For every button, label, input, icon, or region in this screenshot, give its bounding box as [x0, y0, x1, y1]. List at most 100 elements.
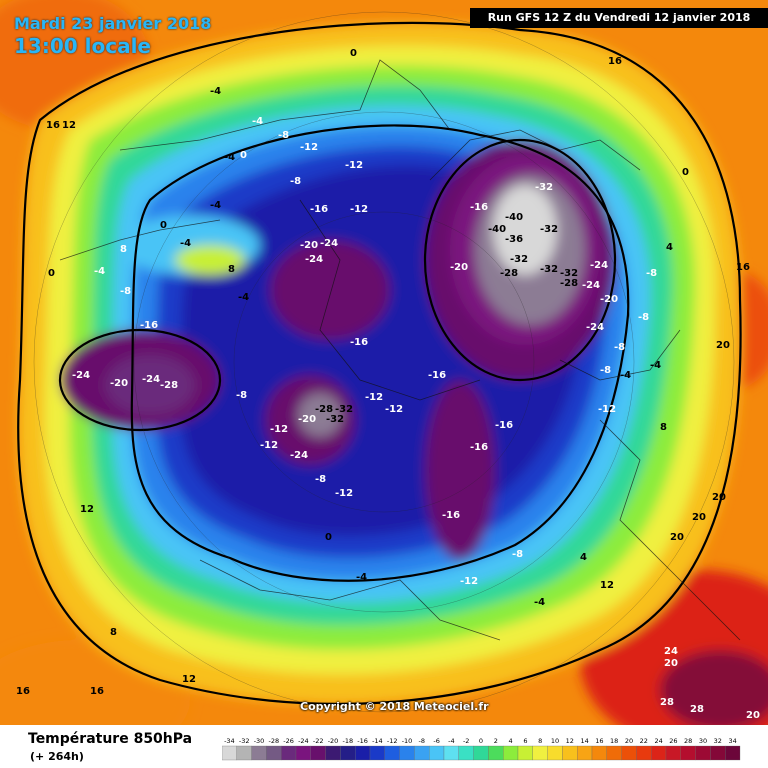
- map-label: -12: [270, 424, 288, 435]
- map-label: 16: [608, 56, 622, 67]
- legend-tick-label: -14: [372, 737, 383, 745]
- map-label: 16: [736, 262, 750, 273]
- legend-tick-label: 30: [699, 737, 707, 745]
- legend-tick-label: 8: [538, 737, 542, 745]
- map-label: -8: [236, 390, 247, 401]
- map-label: -28: [315, 404, 333, 415]
- legend-tick-label: 26: [669, 737, 677, 745]
- map-label: -32: [535, 182, 553, 193]
- map-label: 24: [664, 646, 678, 657]
- map-label: -16: [428, 370, 446, 381]
- legend-tick-label: 32: [714, 737, 722, 745]
- forecast-time: 13:00 locale: [14, 34, 151, 58]
- legend-tick-label: 14: [580, 737, 588, 745]
- legend-swatch: [222, 745, 237, 761]
- map-label: -12: [345, 160, 363, 171]
- map-label: -4: [650, 360, 661, 371]
- legend-swatch: [310, 745, 326, 761]
- map-label: 16: [46, 120, 60, 131]
- map-label: 16: [16, 686, 30, 697]
- map-label: -8: [315, 474, 326, 485]
- map-label: -20: [298, 414, 316, 425]
- legend-swatch: [695, 745, 711, 761]
- map-label: 0: [350, 48, 357, 59]
- map-label: -24: [142, 374, 160, 385]
- map-label: -8: [638, 312, 649, 323]
- map-label: -12: [385, 404, 403, 415]
- color-scale: -34 -32 -30 -28 -26 -24 -22 -20 -18 -16 -14 -12 -10-…: [222, 737, 741, 761]
- map-label: 20: [712, 492, 726, 503]
- model-run-info: Run GFS 12 Z du Vendredi 12 janvier 2018: [470, 8, 768, 28]
- temperature-map: -12 -12 -8 -8 -4 -16 -12 -20 -24 -24 -16…: [0, 0, 768, 725]
- map-label: -8: [600, 365, 611, 376]
- map-label: -4: [210, 86, 221, 97]
- legend-tick-label: 4: [509, 737, 513, 745]
- isotherm-value-labels: -12 -12 -8 -8 -4 -16 -12 -20 -24 -24 -16…: [16, 48, 760, 721]
- map-label: 0: [48, 268, 55, 279]
- legend-tick-label: 20: [625, 737, 633, 745]
- legend-tick-label: -26: [283, 737, 294, 745]
- legend-tick-label: -10: [402, 737, 413, 745]
- map-label: 0: [682, 167, 689, 178]
- map-label: -40: [505, 212, 523, 223]
- map-label: -4: [224, 152, 235, 163]
- map-label: 0: [325, 532, 332, 543]
- legend-tick-label: 10: [551, 737, 559, 745]
- map-label: -4: [252, 116, 263, 127]
- legend-swatch: [651, 745, 667, 761]
- map-label: 0: [240, 150, 247, 161]
- map-label: -4: [210, 200, 221, 211]
- map-label: -28: [560, 278, 578, 289]
- legend-swatch: [577, 745, 593, 761]
- legend-tick-label: -12: [387, 737, 398, 745]
- legend-swatch: [340, 745, 356, 761]
- map-label: -8: [290, 176, 301, 187]
- map-label: 20: [664, 658, 678, 669]
- map-label: -24: [320, 238, 338, 249]
- legend-tick-label: 34: [728, 737, 736, 745]
- legend-tick-label: -32: [239, 737, 250, 745]
- legend-swatch: [443, 745, 459, 761]
- legend-swatch: [488, 745, 504, 761]
- map-label: -4: [356, 572, 367, 583]
- legend-swatch: [636, 745, 652, 761]
- map-label: -12: [335, 488, 353, 499]
- legend-tick-label: -16: [357, 737, 368, 745]
- map-label: 0: [160, 220, 167, 231]
- map-label: 20: [746, 710, 760, 721]
- legend-swatch: [473, 745, 489, 761]
- legend-swatch: [532, 745, 548, 761]
- legend-swatch: [606, 745, 622, 761]
- legend-tick-label: 24: [654, 737, 662, 745]
- map-label: -32: [560, 268, 578, 279]
- map-label: -8: [646, 268, 657, 279]
- map-label: 4: [580, 552, 587, 563]
- map-label: -12: [260, 440, 278, 451]
- map-label: -16: [470, 202, 488, 213]
- map-label: -4: [238, 292, 249, 303]
- map-label: -12: [300, 142, 318, 153]
- map-label: -8: [120, 286, 131, 297]
- map-label: 8: [120, 244, 127, 255]
- legend-tick-label: 22: [640, 737, 648, 745]
- legend-swatch: [384, 745, 400, 761]
- legend-swatch: [725, 745, 741, 761]
- map-label: -28: [500, 268, 518, 279]
- legend-swatch: [680, 745, 696, 761]
- legend-swatch: [665, 745, 681, 761]
- map-label: 12: [80, 504, 94, 515]
- map-label: -12: [365, 392, 383, 403]
- map-label: -24: [72, 370, 90, 381]
- map-label: -32: [335, 404, 353, 415]
- legend-swatch: [325, 745, 341, 761]
- legend-title: Température 850hPa: [28, 731, 193, 747]
- legend-swatch: [562, 745, 578, 761]
- map-label: -12: [350, 204, 368, 215]
- map-label: 28: [690, 704, 704, 715]
- map-label: 28: [660, 697, 674, 708]
- map-label: 12: [600, 580, 614, 591]
- map-label: 12: [182, 674, 196, 685]
- map-label: -16: [442, 510, 460, 521]
- map-label: 8: [660, 422, 667, 433]
- legend-swatch: [399, 745, 415, 761]
